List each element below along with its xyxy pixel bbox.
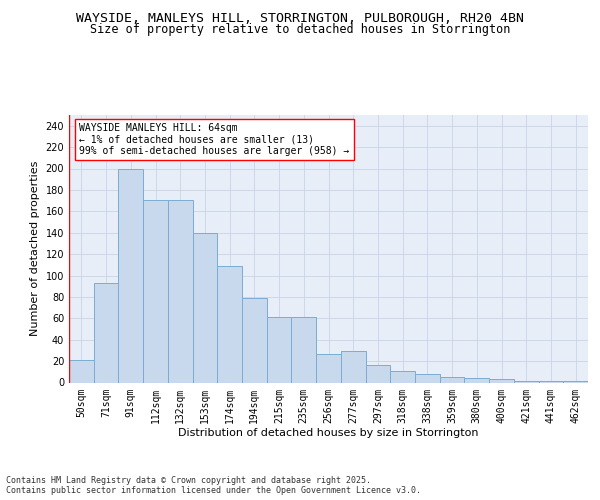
- Text: Contains HM Land Registry data © Crown copyright and database right 2025.
Contai: Contains HM Land Registry data © Crown c…: [6, 476, 421, 495]
- Bar: [464, 378, 489, 382]
- Bar: [440, 377, 464, 382]
- Bar: [390, 370, 415, 382]
- Bar: [489, 380, 514, 382]
- Bar: [292, 317, 316, 382]
- Bar: [267, 317, 292, 382]
- Y-axis label: Number of detached properties: Number of detached properties: [30, 161, 40, 336]
- Bar: [193, 232, 217, 382]
- Text: WAYSIDE, MANLEYS HILL, STORRINGTON, PULBOROUGH, RH20 4BN: WAYSIDE, MANLEYS HILL, STORRINGTON, PULB…: [76, 12, 524, 26]
- Bar: [316, 354, 341, 382]
- Text: Size of property relative to detached houses in Storrington: Size of property relative to detached ho…: [90, 22, 510, 36]
- Bar: [69, 360, 94, 382]
- Bar: [415, 374, 440, 382]
- Text: WAYSIDE MANLEYS HILL: 64sqm
← 1% of detached houses are smaller (13)
99% of semi: WAYSIDE MANLEYS HILL: 64sqm ← 1% of deta…: [79, 123, 350, 156]
- Bar: [143, 200, 168, 382]
- Bar: [168, 200, 193, 382]
- Bar: [242, 298, 267, 382]
- Bar: [94, 283, 118, 382]
- Bar: [118, 168, 143, 382]
- Bar: [217, 266, 242, 382]
- Bar: [365, 366, 390, 382]
- X-axis label: Distribution of detached houses by size in Storrington: Distribution of detached houses by size …: [178, 428, 479, 438]
- Bar: [341, 352, 365, 382]
